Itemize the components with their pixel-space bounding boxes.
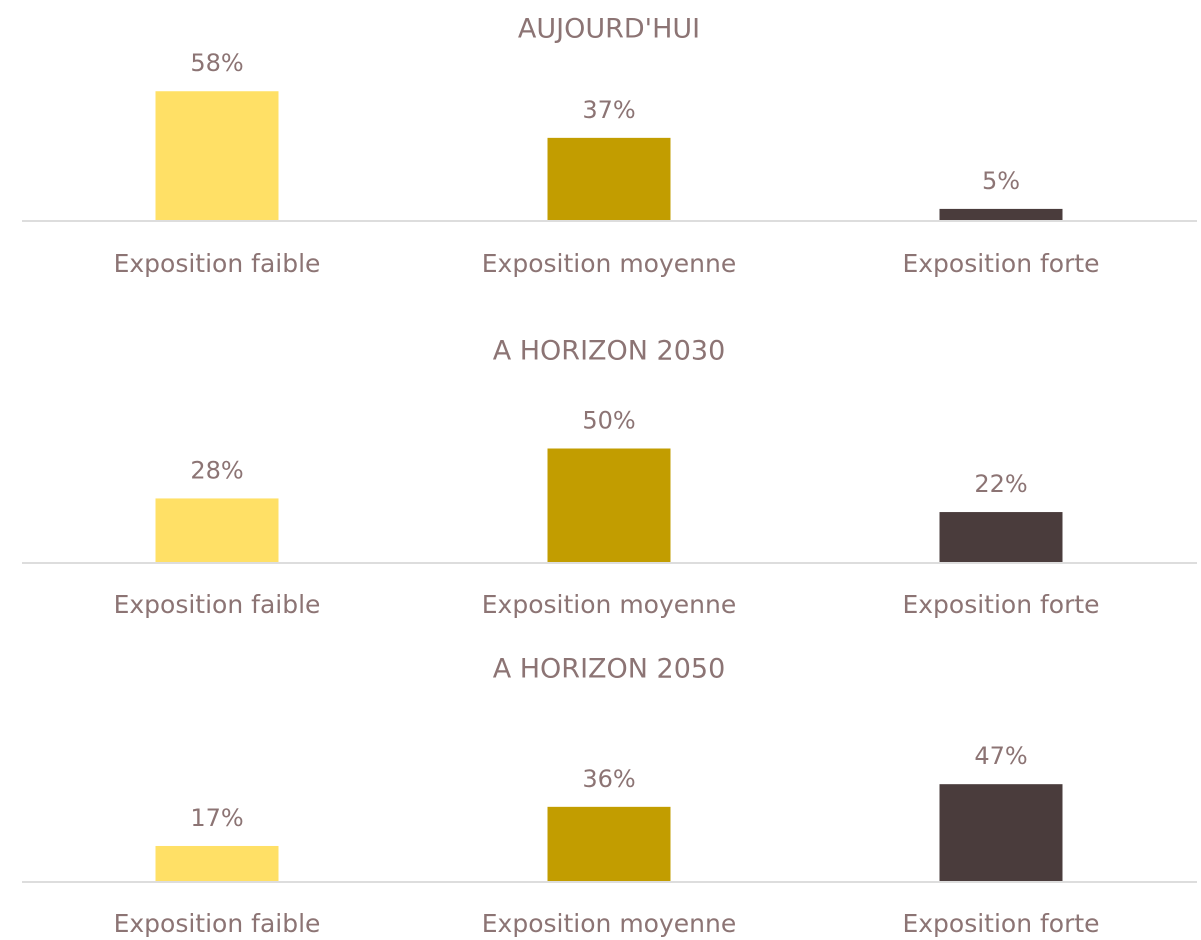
- value-label: 5%: [982, 167, 1020, 195]
- value-label: 28%: [190, 456, 243, 484]
- category-label: Exposition faible: [114, 590, 321, 619]
- category-label: Exposition forte: [902, 249, 1099, 278]
- chart-title: A HORIZON 2030: [493, 336, 726, 367]
- bar: [939, 784, 1063, 881]
- value-label: 36%: [582, 765, 635, 793]
- category-label: Exposition forte: [902, 590, 1099, 619]
- value-label: 50%: [582, 407, 635, 435]
- category-label: Exposition moyenne: [482, 249, 736, 278]
- chart-title: AUJOURD'HUI: [518, 14, 700, 45]
- value-label: 47%: [974, 742, 1027, 770]
- bar: [155, 845, 279, 881]
- bar: [939, 208, 1063, 220]
- bar: [547, 448, 671, 562]
- value-label: 37%: [582, 96, 635, 124]
- category-label: Exposition moyenne: [482, 590, 736, 619]
- category-label: Exposition forte: [902, 909, 1099, 938]
- value-label: 58%: [190, 49, 243, 77]
- chart-title: A HORIZON 2050: [493, 654, 726, 685]
- category-label: Exposition faible: [114, 249, 321, 278]
- value-label: 22%: [974, 470, 1027, 498]
- value-label: 17%: [190, 804, 243, 832]
- bar: [155, 498, 279, 562]
- category-label: Exposition faible: [114, 909, 321, 938]
- bar: [155, 91, 279, 221]
- category-label: Exposition moyenne: [482, 909, 736, 938]
- bar: [939, 512, 1063, 562]
- bar: [547, 137, 671, 220]
- bar: [547, 806, 671, 881]
